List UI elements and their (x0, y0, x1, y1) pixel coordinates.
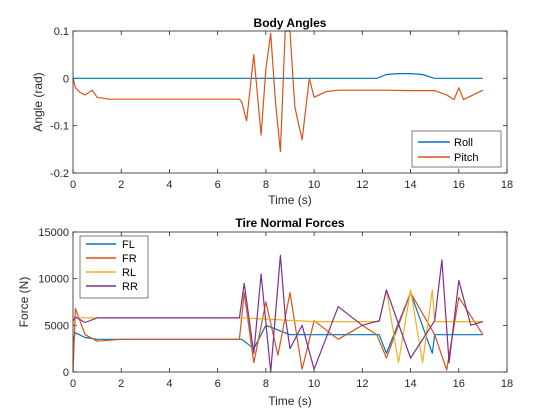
x-tick-label: 14 (404, 179, 416, 191)
x-tick-label: 10 (308, 179, 320, 191)
legend: FL FR RL RR (79, 235, 149, 299)
chart-title: Tire Normal Forces (235, 216, 344, 230)
y-tick-label: 10000 (38, 274, 69, 286)
tire-normal-forces-chart: Tire Normal Forces Time (s) Force (N) 0 2… (17, 216, 513, 408)
x-tick-label: 16 (453, 378, 465, 390)
legend-label-rl: RL (122, 267, 136, 279)
x-tick-label: 4 (166, 179, 172, 191)
axes-box (72, 231, 508, 373)
legend-label-pitch: Pitch (454, 152, 478, 164)
x-tick-label: 8 (263, 179, 269, 191)
series-line-rr (72, 254, 484, 373)
x-tick-label: 0 (70, 378, 76, 390)
y-tick-label: 0 (63, 73, 69, 85)
legend-box (411, 130, 502, 168)
series-group (72, 254, 484, 373)
legend-label-rr: RR (122, 281, 138, 293)
y-ticks: 0 5000 10000 15000 (38, 227, 507, 379)
series-line-pitch (72, 30, 484, 153)
x-tick-label: 12 (356, 179, 368, 191)
body-angles-chart: Body Angles Time (s) Angle (rad) 0 2 4 6 8 10… (31, 16, 513, 207)
x-tick-label: 0 (70, 179, 76, 191)
y-tick-label: 0.1 (54, 26, 69, 38)
y-tick-label: -0.2 (50, 168, 69, 180)
x-tick-label: 12 (356, 378, 368, 390)
series-group (72, 30, 484, 153)
x-tick-label: 2 (118, 378, 124, 390)
series-line-fr (72, 292, 484, 373)
series-line-roll (73, 72, 483, 79)
x-tick-label: 10 (308, 378, 320, 390)
x-tick-label: 6 (215, 179, 221, 191)
axes-box (72, 30, 508, 174)
x-tick-label: 6 (215, 378, 221, 390)
y-ticks: -0.2 -0.1 0 0.1 (50, 26, 507, 180)
x-tick-label: 16 (453, 179, 465, 191)
x-tick-label: 4 (166, 378, 172, 390)
x-tick-label: 8 (263, 378, 269, 390)
x-axis-label: Time (s) (268, 193, 312, 207)
x-tick-label: 18 (501, 378, 513, 390)
legend: Roll Pitch (411, 130, 502, 168)
legend-label-fl: FL (122, 239, 135, 251)
y-tick-label: 0 (63, 367, 69, 379)
chart-title: Body Angles (254, 16, 327, 30)
x-tick-label: 18 (501, 179, 513, 191)
y-tick-label: 15000 (38, 227, 69, 239)
x-tick-label: 2 (118, 179, 124, 191)
x-axis-label: Time (s) (268, 394, 312, 408)
legend-label-roll: Roll (454, 137, 473, 149)
x-ticks: 0 2 4 6 8 10 12 14 16 18 (70, 232, 513, 390)
legend-box (79, 235, 149, 299)
y-axis-label: Force (N) (17, 277, 31, 328)
legend-label-fr: FR (122, 253, 137, 265)
y-tick-label: 5000 (45, 320, 69, 332)
x-tick-label: 14 (404, 378, 416, 390)
y-axis-label: Angle (rad) (31, 72, 45, 131)
y-tick-label: -0.1 (50, 121, 69, 133)
